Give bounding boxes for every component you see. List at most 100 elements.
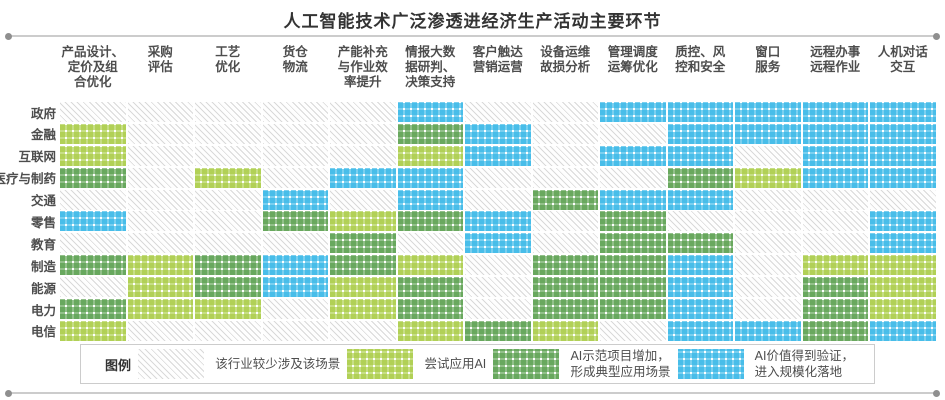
heatmap-cell: [802, 123, 868, 144]
heatmap-cell: [465, 255, 531, 276]
legend-item-demo: AI示范项目增加， 形成典型应用场景: [493, 348, 670, 381]
heatmap-cell: [735, 277, 801, 298]
heatmap-cell: [802, 320, 868, 341]
heatmap-cell: [600, 123, 666, 144]
legend-label: 该行业较少涉及该场景: [215, 356, 341, 371]
heatmap-cell: [397, 167, 463, 188]
heatmap-cell: [195, 277, 261, 298]
heatmap-cell: [127, 233, 193, 254]
heatmap-cell: [667, 277, 733, 298]
heatmap-cell: [600, 167, 666, 188]
bottom-divider-line: [5, 389, 940, 397]
column-header: 货仓 物流: [282, 45, 308, 74]
heatmap-cell: [802, 102, 868, 122]
legend-item-try: 尝试应用AI: [347, 349, 486, 379]
heatmap-cell: [600, 189, 666, 210]
heatmap-cell: [735, 167, 801, 188]
heatmap-cell: [667, 145, 733, 166]
heatmap-cell: [870, 189, 936, 210]
heatmap-cell: [465, 233, 531, 254]
heatmap-cell: [735, 102, 801, 122]
heatmap-cell: [600, 233, 666, 254]
heatmap-cell: [127, 320, 193, 341]
heatmap-cell: [127, 255, 193, 276]
heatmap-cell: [195, 145, 261, 166]
heatmap-cell: [330, 123, 396, 144]
column-header: 人机对话 交互: [877, 45, 928, 74]
heatmap-cell: [397, 233, 463, 254]
heatmap-cell: [330, 211, 396, 232]
heatmap-cell: [735, 233, 801, 254]
page-title: 人工智能技术广泛渗透进经济生产活动主要环节: [283, 12, 662, 31]
heatmap-cell: [870, 320, 936, 341]
heatmap-cell: [667, 167, 733, 188]
heatmap-cell: [735, 255, 801, 276]
heatmap-cell: [127, 102, 193, 122]
heatmap-cell: [802, 167, 868, 188]
heatmap-cell: [60, 299, 126, 320]
heatmap-cell: [667, 123, 733, 144]
heatmap-cell: [195, 299, 261, 320]
heatmap-cell: [195, 167, 261, 188]
column-header: 产能补充 与作业效 率提升: [337, 45, 388, 89]
heatmap-grid: [60, 102, 936, 341]
row-label: 医疗与制药: [0, 172, 56, 187]
heatmap-cell: [600, 277, 666, 298]
top-divider-line: [5, 32, 940, 40]
heatmap-cell: [60, 320, 126, 341]
heatmap-cell: [330, 145, 396, 166]
heatmap-cell: [397, 299, 463, 320]
heatmap-cell: [60, 277, 126, 298]
heatmap-cell: [262, 123, 328, 144]
heatmap-cell: [330, 233, 396, 254]
heatmap-cell: [532, 167, 598, 188]
heatmap-cell: [532, 145, 598, 166]
heatmap-cell: [802, 255, 868, 276]
heatmap-cell: [667, 320, 733, 341]
heatmap-cell: [532, 211, 598, 232]
heatmap-cell: [802, 211, 868, 232]
heatmap-cell: [397, 102, 463, 122]
heatmap-cell: [802, 277, 868, 298]
heatmap-cell: [735, 299, 801, 320]
column-header: 设备运维 故损分析: [540, 45, 591, 74]
heatmap-cell: [870, 123, 936, 144]
heatmap-cell: [870, 102, 936, 122]
row-label: 电力: [30, 303, 56, 318]
column-header: 客户触达 营销运营: [472, 45, 523, 74]
heatmap-cell: [735, 123, 801, 144]
divider-dot-icon: [5, 32, 12, 40]
heatmap-cell: [397, 145, 463, 166]
heatmap-cell: [262, 211, 328, 232]
heatmap-cell: [802, 189, 868, 210]
heatmap-cell: [870, 167, 936, 188]
heatmap-cell: [195, 255, 261, 276]
heatmap-cell: [465, 123, 531, 144]
heatmap-cell: [735, 211, 801, 232]
heatmap-cell: [870, 145, 936, 166]
heatmap-cell: [870, 277, 936, 298]
heatmap-cell: [870, 299, 936, 320]
heatmap-cell: [60, 123, 126, 144]
heatmap-cell: [870, 255, 936, 276]
column-headers: 产品设计、 定价及组 合优化 采购 评估 工艺 优化 货仓 物流 产能补充 与作业效 率…: [60, 45, 936, 90]
heatmap-cell: [330, 320, 396, 341]
heatmap-cell: [667, 102, 733, 122]
legend-label: 尝试应用AI: [424, 356, 487, 371]
heatmap-cell: [60, 167, 126, 188]
heatmap-cell: [532, 277, 598, 298]
heatmap-cell: [465, 167, 531, 188]
heatmap-cell: [330, 189, 396, 210]
heatmap-cell: [397, 255, 463, 276]
heatmap-cell: [667, 189, 733, 210]
heatmap-cell: [60, 211, 126, 232]
heatmap-cell: [802, 233, 868, 254]
heatmap-cell: [870, 211, 936, 232]
heatmap-cell: [127, 277, 193, 298]
heatmap-cell: [127, 123, 193, 144]
row-label: 交通: [30, 194, 56, 209]
heatmap-cell: [532, 102, 598, 122]
row-label: 电信: [30, 325, 56, 340]
row-label: 政府: [30, 106, 56, 121]
legend-item-rare: 该行业较少涉及该场景: [138, 349, 340, 379]
